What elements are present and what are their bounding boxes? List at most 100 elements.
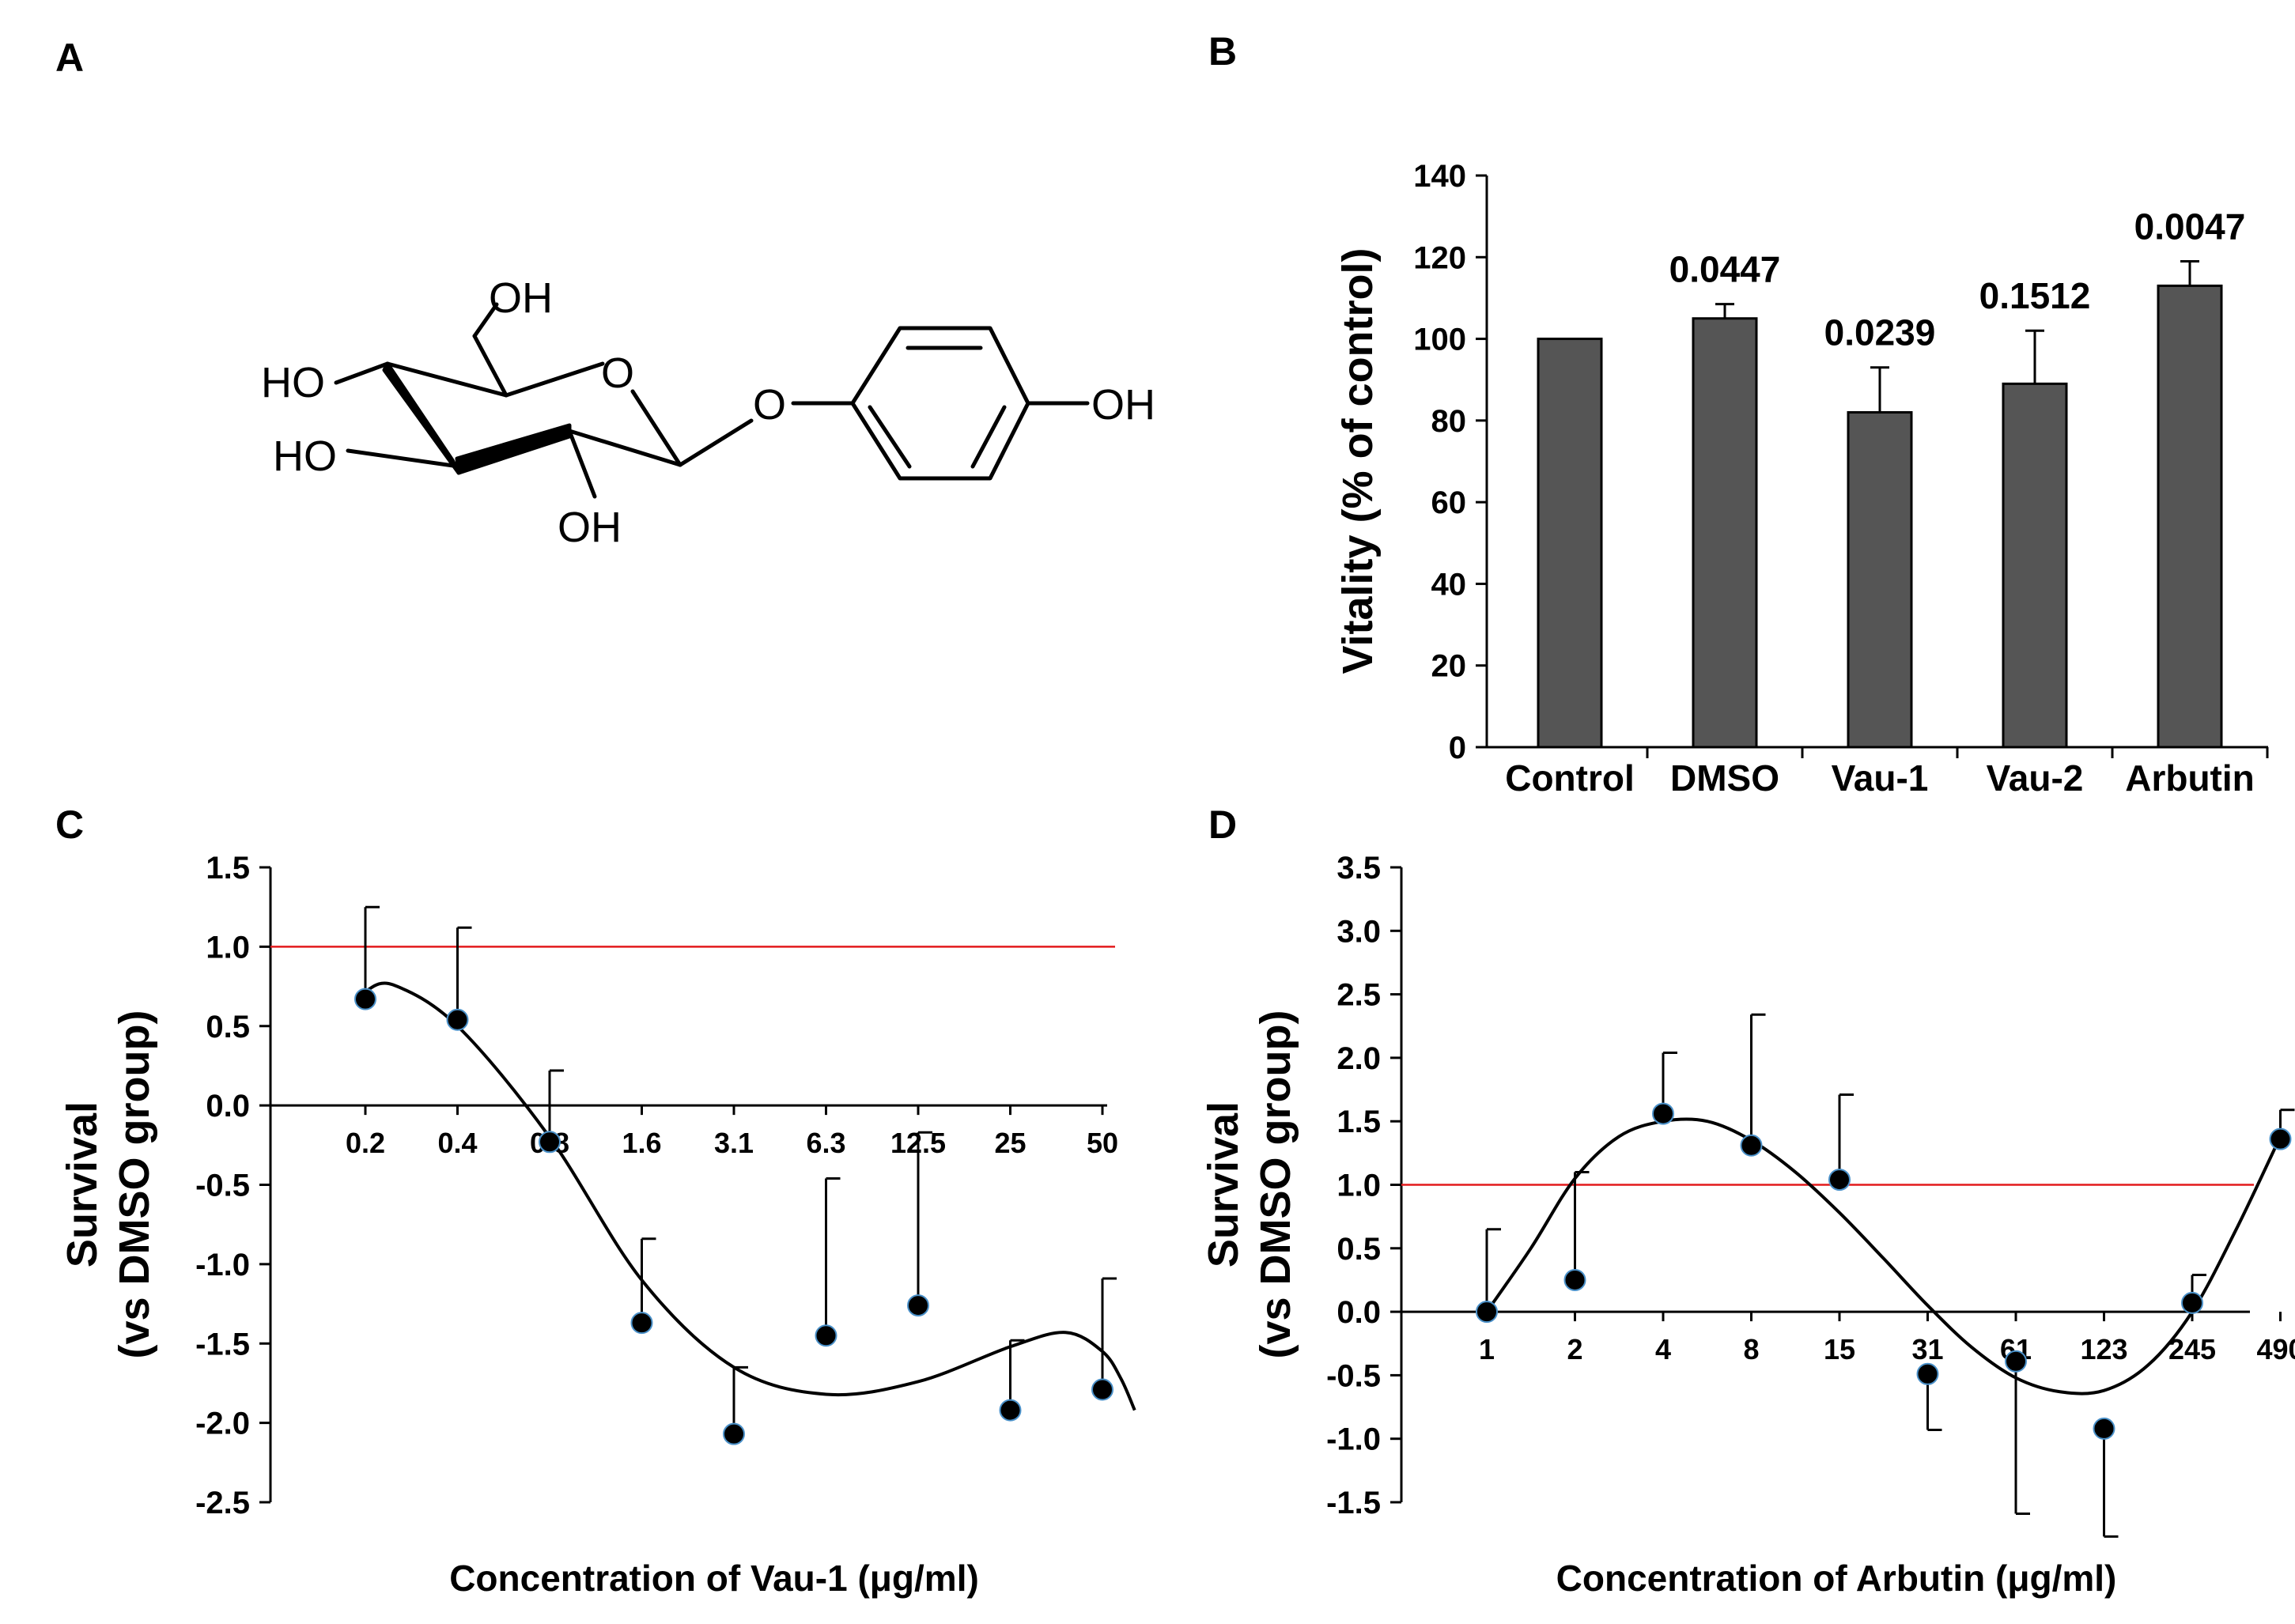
bond-c5-c6: [472, 334, 509, 398]
chart-c-x-tick-label: 0.4: [437, 1127, 477, 1159]
chart-c-x-tick-label: 1.6: [622, 1127, 661, 1159]
chart-c-data-point: [723, 1422, 745, 1445]
bond-c2-oh: [567, 429, 597, 499]
chart-d-data-point: [2005, 1350, 2027, 1373]
chart-d-data-point: [2181, 1291, 2203, 1314]
panel-label-c: C: [55, 803, 84, 847]
chart-b-category-label: Control: [1505, 757, 1635, 799]
chart-c-data-point: [999, 1399, 1022, 1422]
chart-c-y-axis-title-line1: Survival: [59, 1101, 106, 1267]
chart-d: Survival (vs DMSO group) Concentration o…: [1200, 851, 2295, 1599]
chart-c-data-point: [1091, 1378, 1113, 1401]
chart-c-y-tick-label: -0.5: [195, 1169, 250, 1203]
chart-c-y-tick-label: -1.0: [195, 1248, 250, 1282]
bond-c4-c5: [385, 361, 509, 398]
chart-d-data-point: [1652, 1102, 1674, 1125]
chart-d-data-point: [1563, 1268, 1586, 1291]
chart-d-y-tick-label: -1.5: [1326, 1486, 1381, 1520]
chart-c-x-axis-title: Concentration of Vau-1 (μg/ml): [449, 1558, 979, 1599]
chart-c-y-tick-label: 1.0: [206, 930, 250, 965]
atom-oh-phenol: OH: [1091, 381, 1155, 429]
chart-b-pvalue-label: 0.0447: [1669, 249, 1781, 290]
bond-c1-oglyco: [678, 418, 754, 467]
chart-c-data-point: [815, 1324, 837, 1347]
chart-d-y-tick-label: -0.5: [1326, 1358, 1381, 1393]
chart-c-y-tick-label: 0.0: [206, 1089, 250, 1124]
chart-c-data-point: [539, 1131, 561, 1154]
chart-d-data-point: [2269, 1127, 2292, 1150]
chart-d-y-tick-label: 1.0: [1337, 1169, 1381, 1203]
chart-c-x-tick-label: 6.3: [806, 1127, 845, 1159]
chart-d-y-tick-label: -1.0: [1326, 1422, 1381, 1457]
atom-ho-c3: HO: [273, 432, 337, 480]
chart-b-category-label: Arbutin: [2125, 757, 2255, 799]
chart-c-x-tick-label: 0.2: [346, 1127, 385, 1159]
chart-b-y-tick-label: 60: [1431, 485, 1467, 520]
chart-c-data-point: [630, 1312, 653, 1335]
chart-d-y-tick-label: 0.5: [1337, 1232, 1381, 1267]
chart-c-y-axis-title-line2: (vs DMSO group): [111, 1010, 158, 1359]
chart-b-category-label: DMSO: [1670, 757, 1779, 799]
panel-label-d: D: [1208, 803, 1237, 847]
chart-d-x-tick-label: 4: [1655, 1333, 1671, 1365]
chart-d-x-tick-label: 123: [2080, 1333, 2127, 1365]
chart-d-y-tick-label: 2.0: [1337, 1041, 1381, 1076]
chart-d-data-point: [1740, 1134, 1763, 1157]
chart-d-y-tick-label: 3.0: [1337, 914, 1381, 949]
atom-oh-c2: OH: [558, 504, 622, 551]
atom-oh-ch2: OH: [489, 274, 553, 322]
chart-c-y-tick-label: 1.5: [206, 851, 250, 886]
chart-b: Vitality (% of control) 0 20 40 60 80 100 120 1…: [1334, 159, 2269, 799]
chart-d-y-tick-label: 3.5: [1337, 851, 1381, 886]
chart-d-y-tick-label: 0.0: [1337, 1295, 1381, 1330]
chart-d-x-axis-title: Concentration of Arbutin (μg/ml): [1556, 1558, 2117, 1599]
chart-d-x-tick-label: 15: [1824, 1333, 1855, 1365]
arbutin-atom-labels: OH HO HO OH O O OH: [261, 274, 1155, 551]
bond-c5-o5: [504, 361, 605, 398]
atom-ho-c4: HO: [261, 359, 325, 406]
chart-c-y-tick-label: -2.0: [195, 1407, 250, 1441]
chart-c-x-tick-label: 25: [994, 1127, 1026, 1159]
atom-glyco-o: O: [753, 381, 786, 429]
chart-c-data-point: [907, 1294, 929, 1317]
chart-b-bar-arbutin: [2157, 284, 2223, 749]
chart-b-y-axis-title: Vitality (% of control): [1334, 247, 1382, 674]
chart-c-y-tick-label: -1.5: [195, 1327, 250, 1362]
chart-b-bar-dmso: [1692, 317, 1758, 749]
chart-d-data-point: [1828, 1169, 1851, 1192]
chart-d-y-axis-title-line2: (vs DMSO group): [1252, 1010, 1299, 1359]
chart-c-y-tick-label: -2.5: [195, 1486, 250, 1520]
chart-b-category-label: Vau-2: [1987, 757, 2084, 799]
phenyl-ring: [850, 326, 1030, 481]
bond-c2-c3-wedge: [455, 423, 572, 475]
bond-c1-c2: [567, 429, 682, 467]
chart-d-x-tick-label: 1: [1479, 1333, 1495, 1365]
chart-b-y-tick-label: 80: [1431, 404, 1467, 439]
chart-c-data-point: [446, 1008, 469, 1031]
bond-c4-oh: [334, 361, 390, 385]
chart-b-bar-control: [1537, 338, 1603, 749]
chart-d-x-tick-label: 245: [2168, 1333, 2216, 1365]
chart-d-x-tick-label: 8: [1743, 1333, 1759, 1365]
chart-d-y-tick-label: 2.5: [1337, 978, 1381, 1013]
panel-label-a: A: [55, 36, 84, 80]
chart-d-y-tick-label: 1.5: [1337, 1105, 1381, 1139]
chart-d-x-tick-label: 31: [1911, 1333, 1943, 1365]
chart-d-data-point: [1916, 1362, 1939, 1385]
chart-c-y-tick-label: 0.5: [206, 1010, 250, 1044]
chart-b-pvalue-label: 0.1512: [1979, 275, 2091, 316]
chart-c-trend-line: [365, 981, 1136, 1411]
bond-o5-c1: [630, 389, 682, 467]
panel-label-b: B: [1208, 29, 1237, 74]
chart-b-y-tick-label: 100: [1413, 323, 1466, 357]
phenyl-double-2: [970, 405, 1007, 469]
atom-ring-o: O: [601, 349, 634, 397]
chart-c-x-tick-label: 50: [1087, 1127, 1118, 1159]
chart-b-bar-vau-1: [1847, 411, 1913, 749]
chart-d-x-tick-label: 490: [2256, 1333, 2295, 1365]
chart-b-y-tick-label: 20: [1431, 649, 1467, 684]
chart-b-y-tick-label: 40: [1431, 567, 1467, 602]
phenyl-double-3: [868, 405, 912, 469]
chart-b-y-tick-label: 120: [1413, 240, 1466, 275]
